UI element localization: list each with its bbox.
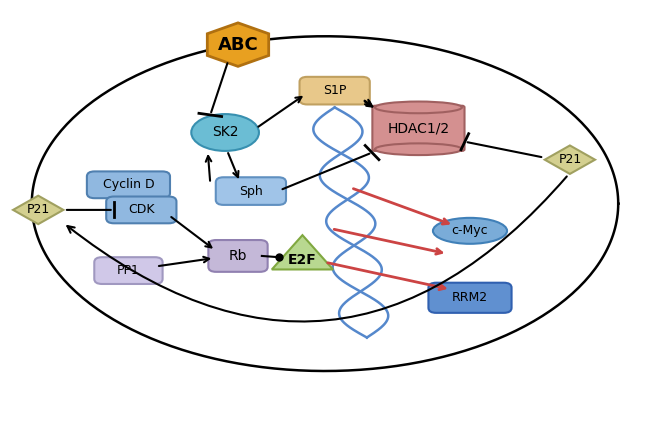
- Text: PP1: PP1: [117, 264, 140, 277]
- FancyBboxPatch shape: [87, 171, 170, 198]
- Polygon shape: [207, 23, 268, 67]
- Text: E2F: E2F: [288, 253, 317, 267]
- Text: P21: P21: [558, 153, 582, 166]
- Text: P21: P21: [27, 204, 50, 216]
- Text: Sph: Sph: [239, 184, 263, 198]
- FancyArrowPatch shape: [68, 176, 567, 321]
- FancyBboxPatch shape: [428, 283, 512, 313]
- Text: S1P: S1P: [323, 84, 346, 97]
- Ellipse shape: [375, 143, 462, 155]
- Polygon shape: [13, 196, 63, 224]
- Text: Cyclin D: Cyclin D: [103, 179, 154, 191]
- Text: CDK: CDK: [128, 204, 155, 216]
- FancyBboxPatch shape: [106, 196, 176, 223]
- Polygon shape: [545, 145, 595, 174]
- Text: RRM2: RRM2: [452, 291, 488, 304]
- FancyBboxPatch shape: [94, 257, 162, 284]
- Polygon shape: [272, 235, 333, 270]
- Ellipse shape: [433, 218, 507, 244]
- FancyBboxPatch shape: [300, 77, 370, 104]
- Text: Rb: Rb: [229, 249, 247, 263]
- Ellipse shape: [191, 114, 259, 151]
- FancyBboxPatch shape: [209, 240, 268, 272]
- FancyBboxPatch shape: [216, 177, 286, 205]
- Text: ABC: ABC: [218, 36, 259, 53]
- Text: c-Myc: c-Myc: [452, 224, 488, 237]
- Text: HDAC1/2: HDAC1/2: [387, 121, 450, 135]
- FancyBboxPatch shape: [372, 106, 465, 151]
- Ellipse shape: [375, 101, 462, 113]
- Text: SK2: SK2: [212, 126, 239, 139]
